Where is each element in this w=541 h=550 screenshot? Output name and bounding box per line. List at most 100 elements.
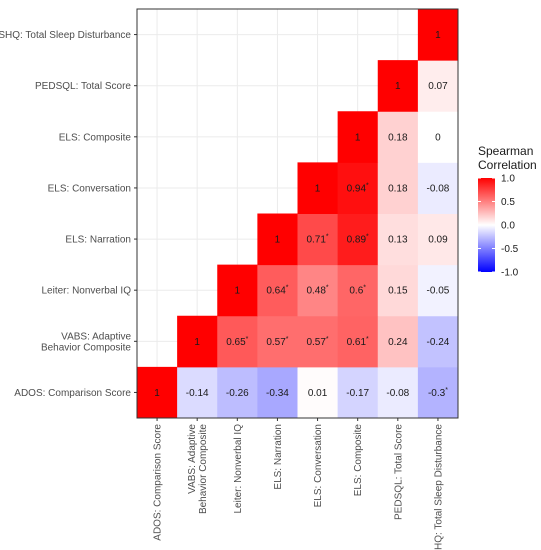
cell-fill bbox=[177, 366, 218, 419]
significance-marker: * bbox=[246, 336, 249, 343]
cell-fill bbox=[257, 264, 298, 317]
heatmap-cell: 0.89* bbox=[337, 213, 379, 266]
legend-title: Spearman bbox=[478, 144, 533, 158]
cell-value-label: 0.65* bbox=[226, 336, 248, 348]
heatmap-cell: 1 bbox=[137, 366, 178, 419]
y-tick-labels: ADOS: Comparison Score VABS: Adaptive Beha… bbox=[0, 30, 137, 399]
y-tick-label: Leiter: Nonverbal IQ bbox=[42, 286, 132, 297]
y-tick-label: VABS: Adaptive Behavior Composite bbox=[41, 331, 131, 353]
heatmap-cell: -0.24 bbox=[417, 315, 459, 368]
cell-fill bbox=[337, 264, 379, 317]
cell-fill bbox=[377, 60, 419, 112]
cell-fill bbox=[377, 162, 419, 214]
heatmap-cell: 0.15 bbox=[377, 264, 419, 317]
cell-value-label: 0.13 bbox=[388, 235, 408, 246]
heatmap-cell: 0.71* bbox=[297, 213, 339, 266]
cell-fill bbox=[257, 315, 298, 368]
heatmap-cell: 0.57* bbox=[257, 315, 298, 368]
cell-value-label: 1 bbox=[315, 183, 321, 194]
cell-value-label: -0.34 bbox=[266, 388, 289, 399]
heatmap-cell: 0.01 bbox=[297, 366, 339, 419]
heatmap-cell: 1 bbox=[257, 213, 298, 266]
cell-value-label: 0.57* bbox=[266, 336, 288, 348]
significance-marker: * bbox=[366, 336, 369, 343]
cell-value-label: 1 bbox=[194, 337, 200, 348]
heatmap-cells: 1 -0.14 -0.26 -0.34 0.01 -0.17 -0.08 -0.3* 1 0.65… bbox=[137, 9, 459, 419]
cell-fill bbox=[217, 264, 258, 317]
y-tick-label: ELS: Narration bbox=[65, 235, 131, 246]
cell-fill bbox=[417, 213, 459, 266]
cell-fill bbox=[377, 111, 419, 163]
cell-value-label: 0.71* bbox=[306, 234, 328, 246]
heatmap-cell: 1 bbox=[177, 315, 218, 368]
cell-value-label: 1 bbox=[235, 286, 241, 297]
significance-marker: * bbox=[366, 234, 369, 241]
cell-value-label: -0.24 bbox=[427, 337, 450, 348]
x-tick-label: ELS: Conversation bbox=[313, 424, 324, 507]
legend-tick-label: -1.0 bbox=[501, 268, 519, 279]
cell-value-label: 1 bbox=[395, 81, 401, 92]
x-tick-label: VABS: AdaptiveBehavior Composite bbox=[187, 424, 209, 514]
cell-fill bbox=[377, 264, 419, 317]
cell-fill bbox=[377, 213, 419, 266]
heatmap-cell: -0.08 bbox=[377, 366, 419, 419]
legend-tick-label: -0.5 bbox=[501, 244, 519, 255]
heatmap-cell: 0.65* bbox=[217, 315, 258, 368]
cell-value-label: 1 bbox=[154, 388, 160, 399]
cell-value-label: 0.18 bbox=[388, 183, 408, 194]
heatmap-cell: -0.34 bbox=[257, 366, 298, 419]
legend-colorbar bbox=[478, 178, 495, 272]
x-tick-label: Leiter: Nonverbal IQ bbox=[233, 424, 244, 514]
heatmap-cell: 1 bbox=[337, 111, 379, 163]
cell-fill bbox=[417, 9, 459, 61]
cell-fill bbox=[417, 366, 459, 419]
cell-value-label: 0.89* bbox=[347, 234, 369, 246]
heatmap-cell: 0.64* bbox=[257, 264, 298, 317]
significance-marker: * bbox=[326, 234, 329, 241]
y-tick-label: ADOS: Comparison Score bbox=[14, 388, 131, 399]
cell-value-label: -0.08 bbox=[427, 183, 450, 194]
cell-value-label: 0.94* bbox=[347, 182, 369, 194]
cell-fill bbox=[297, 264, 339, 317]
cell-fill bbox=[297, 366, 339, 419]
cell-fill bbox=[337, 162, 379, 214]
heatmap-cell: 0.94* bbox=[337, 162, 379, 214]
heatmap-cell: -0.05 bbox=[417, 264, 459, 317]
heatmap-cell: 1 bbox=[377, 60, 419, 112]
cell-fill bbox=[337, 366, 379, 419]
x-tick-label: ELS: Composite bbox=[353, 424, 364, 497]
cell-fill bbox=[177, 315, 218, 368]
cell-fill bbox=[257, 213, 298, 266]
cell-fill bbox=[417, 162, 459, 214]
cell-value-label: -0.26 bbox=[226, 388, 249, 399]
cell-value-label: -0.08 bbox=[386, 388, 409, 399]
heatmap-cell: 1 bbox=[417, 9, 459, 61]
cell-value-label: -0.05 bbox=[427, 286, 450, 297]
cell-fill bbox=[217, 366, 258, 419]
cell-value-label: 0.24 bbox=[388, 337, 408, 348]
legend-tick-label: 0.5 bbox=[501, 197, 515, 208]
y-tick-label: CSHQ: Total Sleep Disturbance bbox=[0, 30, 131, 41]
significance-marker: * bbox=[363, 285, 366, 292]
legend-tick-label: 0.0 bbox=[501, 221, 515, 232]
cell-value-label: -0.3* bbox=[428, 387, 448, 399]
cell-fill bbox=[417, 111, 459, 163]
cell-value-label: 0.15 bbox=[388, 286, 408, 297]
x-tick-label: CSHQ: Total Sleep Disturbance bbox=[433, 424, 444, 550]
cell-fill bbox=[137, 366, 178, 419]
x-tick-label: PEDSQL: Total Score bbox=[393, 424, 404, 520]
cell-fill bbox=[297, 315, 339, 368]
y-tick-label: ELS: Composite bbox=[59, 132, 132, 143]
heatmap-cell: 0.61* bbox=[337, 315, 379, 368]
heatmap-cell: 0.07 bbox=[417, 60, 459, 112]
heatmap-cell: 0.13 bbox=[377, 213, 419, 266]
y-tick-label: PEDSQL: Total Score bbox=[35, 81, 131, 92]
significance-marker: * bbox=[286, 336, 289, 343]
panel-border bbox=[136, 8, 459, 419]
cell-value-label: 1 bbox=[275, 235, 281, 246]
cell-value-label: 0.09 bbox=[428, 235, 448, 246]
legend-tick-label: 1.0 bbox=[501, 174, 515, 185]
cell-value-label: -0.14 bbox=[186, 388, 209, 399]
